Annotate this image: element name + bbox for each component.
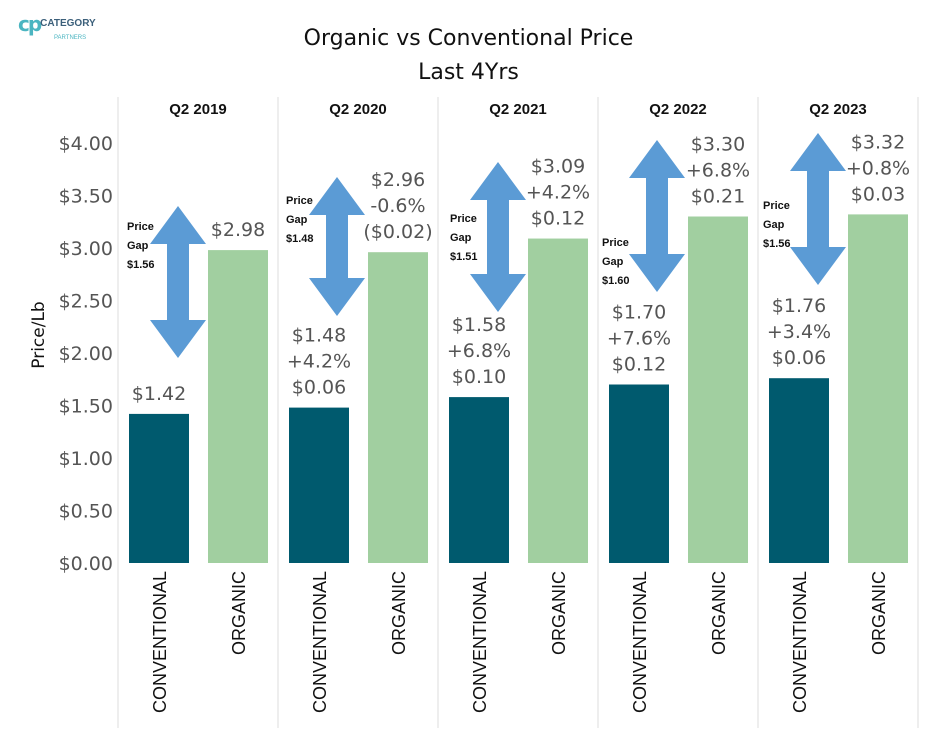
price-gap-label: Price [127,221,154,233]
logo-mark: cp [18,12,42,36]
organic-value-label: +6.8% [686,160,750,182]
price-gap-label: $1.60 [602,275,630,287]
bar-conventional [289,407,349,563]
price-gap-label: Price [450,213,477,225]
logo-row: cpCATEGORY [18,12,96,36]
organic-value-label: $3.09 [531,156,585,178]
conventional-value-label: $1.42 [132,383,186,405]
bar-conventional [769,378,829,563]
organic-value-label: ($0.02) [363,221,432,243]
organic-value-label: +4.2% [526,182,590,204]
y-tick-label: $0.50 [59,501,113,523]
price-gap-label: $1.51 [450,251,478,263]
price-gap-label: Gap [602,256,624,268]
y-tick-label: $2.00 [59,343,113,365]
organic-value-label: $0.03 [851,183,905,205]
price-gap-label: Price [763,200,790,212]
price-gap-label: Gap [450,232,472,244]
price-gap-label: Price [286,195,313,207]
category-label: CONVENTIONAL [470,571,490,713]
bar-organic [848,214,908,563]
organic-value-label: +0.8% [846,157,910,179]
bar-organic [688,216,748,563]
price-gap-label: Gap [763,219,785,231]
panel-header: Q2 2021 [489,101,547,118]
bar-organic [368,252,428,563]
organic-value-label: -0.6% [370,195,425,217]
chart-title: Organic vs Conventional Price [303,26,634,51]
bar-conventional [449,397,509,563]
organic-value-label: $3.30 [691,134,745,156]
conventional-value-label: $0.12 [612,354,666,376]
bar-organic [208,250,268,563]
conventional-value-label: +7.6% [607,328,671,350]
conventional-value-label: +3.4% [767,321,831,343]
panel-header: Q2 2022 [649,101,707,118]
conventional-value-label: +4.2% [287,351,351,373]
logo-name: CATEGORY [40,18,96,29]
y-tick-label: $4.00 [59,133,113,155]
organic-value-label: $0.12 [531,208,585,230]
organic-value-label: $3.32 [851,131,905,153]
price-gap-label: Gap [127,240,149,252]
category-label: ORGANIC [549,571,569,655]
price-gap-arrow-icon [309,177,365,316]
chart-subtitle: Last 4Yrs [418,60,519,85]
y-tick-label: $3.50 [59,186,113,208]
category-label: ORGANIC [709,571,729,655]
price-gap-label: $1.56 [763,238,791,250]
price-gap-arrow-icon [470,162,526,312]
category-label: CONVENTIONAL [150,571,170,713]
conventional-value-label: $1.58 [452,314,506,336]
conventional-value-label: $1.70 [612,302,666,324]
category-label: ORGANIC [229,571,249,655]
price-gap-label: Price [602,237,629,249]
conventional-value-label: $0.10 [452,366,506,388]
category-label: CONVENTIONAL [310,571,330,713]
conventional-value-label: +6.8% [447,340,511,362]
price-gap-label: Gap [286,214,308,226]
bar-conventional [129,413,189,563]
bar-conventional [609,384,669,563]
y-tick-label: $1.50 [59,396,113,418]
organic-value-label: $2.96 [371,169,425,191]
panel-header: Q2 2023 [809,101,867,118]
category-partners-logo: cpCATEGORY PARTNERS [18,12,128,46]
y-axis-label: Price/Lb [29,301,49,368]
panel-header: Q2 2020 [329,101,387,118]
conventional-value-label: $1.76 [772,295,826,317]
conventional-value-label: $0.06 [772,347,826,369]
y-tick-label: $0.00 [59,553,113,575]
logo-sub: PARTNERS [54,35,87,41]
category-label: CONVENTIONAL [630,571,650,713]
category-label: CONVENTIONAL [790,571,810,713]
bar-organic [528,238,588,564]
price-gap-arrow-icon [150,206,206,358]
price-gap-arrow-icon [629,140,685,292]
category-label: ORGANIC [389,571,409,655]
y-tick-label: $2.50 [59,291,113,313]
conventional-value-label: $1.48 [292,325,346,347]
price-gap-label: $1.48 [286,233,314,245]
panel-header: Q2 2019 [169,101,227,118]
category-label: ORGANIC [869,571,889,655]
organic-value-label: $2.98 [211,219,265,241]
y-tick-label: $1.00 [59,448,113,470]
price-gap-arrow-icon [790,133,846,285]
organic-value-label: $0.21 [691,186,745,208]
price-gap-label: $1.56 [127,259,155,271]
y-tick-label: $3.00 [59,238,113,260]
conventional-value-label: $0.06 [292,377,346,399]
